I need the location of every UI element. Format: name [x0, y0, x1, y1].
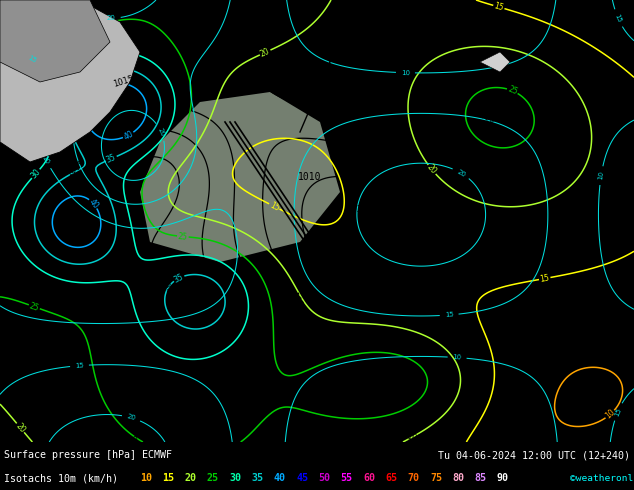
Text: 20: 20	[425, 163, 438, 176]
Text: 1000: 1000	[474, 108, 496, 125]
Text: 1010: 1010	[406, 432, 429, 444]
Text: 65: 65	[385, 473, 398, 483]
Text: 10: 10	[41, 155, 51, 166]
Text: 20: 20	[184, 473, 197, 483]
Text: 15: 15	[75, 363, 84, 369]
Text: 40: 40	[122, 129, 134, 142]
Text: 1005: 1005	[489, 260, 510, 269]
Text: Tu 04-06-2024 12:00 UTC (12+240): Tu 04-06-2024 12:00 UTC (12+240)	[438, 450, 630, 461]
Text: 20: 20	[157, 126, 165, 137]
Text: 20: 20	[14, 421, 27, 435]
Text: 45: 45	[296, 473, 308, 483]
Text: 20: 20	[126, 414, 136, 422]
Text: 1010: 1010	[484, 6, 506, 21]
Text: 75: 75	[430, 473, 442, 483]
Text: 40: 40	[274, 473, 286, 483]
Text: 1010: 1010	[481, 174, 504, 190]
Text: 70: 70	[408, 473, 420, 483]
Text: 20: 20	[259, 47, 271, 59]
Text: 35: 35	[172, 272, 185, 284]
Text: 40: 40	[87, 197, 100, 210]
Text: 30: 30	[230, 473, 241, 483]
Text: 25: 25	[178, 232, 188, 242]
Text: 35: 35	[252, 473, 264, 483]
Text: 80: 80	[452, 473, 464, 483]
Text: 15: 15	[539, 273, 550, 284]
Text: ©weatheronline.co.uk: ©weatheronline.co.uk	[570, 473, 634, 483]
Text: 10: 10	[453, 354, 462, 361]
Text: 1005: 1005	[65, 158, 87, 178]
Text: 85: 85	[474, 473, 486, 483]
Text: 25: 25	[29, 301, 41, 313]
Text: 1005: 1005	[327, 76, 349, 90]
Text: Isotachs 10m (km/h): Isotachs 10m (km/h)	[4, 473, 118, 483]
Text: 55: 55	[340, 473, 353, 483]
Text: 90: 90	[497, 473, 509, 483]
Text: 3025: 3025	[346, 205, 368, 215]
Text: 1030: 1030	[439, 240, 462, 252]
Text: 1000: 1000	[158, 277, 176, 300]
Text: Surface pressure [hPa] ECMWF: Surface pressure [hPa] ECMWF	[4, 450, 172, 461]
Text: 35: 35	[105, 153, 117, 165]
Text: 1015: 1015	[288, 292, 306, 314]
Text: 60: 60	[363, 473, 375, 483]
Text: 1010: 1010	[298, 172, 321, 182]
Polygon shape	[0, 0, 110, 82]
Text: 30: 30	[29, 167, 42, 180]
Text: 15: 15	[613, 407, 623, 417]
Text: 15: 15	[27, 54, 37, 64]
Text: 1010: 1010	[116, 433, 138, 445]
Text: 10: 10	[140, 473, 152, 483]
Text: 15: 15	[268, 200, 281, 213]
Text: 20: 20	[107, 15, 116, 21]
Polygon shape	[140, 92, 340, 262]
Text: 1020: 1020	[408, 187, 430, 202]
Text: 1025: 1025	[428, 214, 450, 227]
Text: 1015: 1015	[112, 74, 134, 89]
Text: 15: 15	[162, 473, 174, 483]
Text: 25: 25	[507, 85, 519, 97]
Text: 15: 15	[444, 312, 454, 318]
Text: 15: 15	[493, 1, 505, 13]
Text: 15: 15	[614, 13, 623, 24]
Text: 50: 50	[318, 473, 330, 483]
Text: 10: 10	[401, 70, 410, 76]
Text: 25: 25	[207, 473, 219, 483]
Text: 10: 10	[597, 171, 605, 180]
Polygon shape	[480, 52, 510, 72]
Polygon shape	[0, 0, 140, 162]
Text: 10: 10	[604, 408, 617, 421]
Text: 20: 20	[456, 168, 467, 178]
